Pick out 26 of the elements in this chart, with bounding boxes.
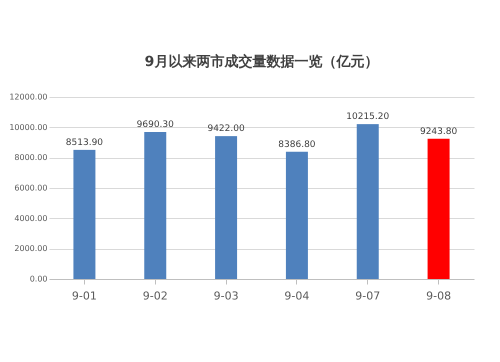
y-tick-label: 0.00 [30, 274, 48, 284]
bar [428, 138, 450, 279]
y-tick-label: 8000.00 [14, 153, 48, 162]
data-label: 9690.30 [136, 120, 174, 130]
data-label: 8386.80 [278, 140, 316, 150]
chart-title: 9月以来两市成交量数据一览（亿元） [144, 53, 378, 70]
x-tick-label: 9-03 [214, 290, 239, 302]
x-tick-label: 9-07 [355, 290, 380, 302]
x-tick-label: 9-01 [72, 290, 97, 302]
y-tick-label: 6000.00 [14, 184, 48, 192]
bar [356, 124, 379, 279]
y-tick-label: 10000.00 [9, 122, 48, 132]
data-label: 10215.20 [346, 112, 390, 122]
x-tick-label: 9-04 [284, 290, 310, 302]
x-tick-label: 9-02 [142, 290, 168, 302]
data-label: 8513.90 [66, 138, 104, 148]
y-tick-label: 12000.00 [9, 92, 48, 102]
y-tick-label: 4000.00 [14, 214, 48, 223]
data-label: 9243.80 [420, 126, 458, 137]
bar [144, 132, 166, 279]
bar [215, 136, 238, 279]
data-label: 9422.00 [207, 124, 245, 134]
y-tick-label: 2000.00 [14, 244, 48, 254]
x-tick-label: 9-08 [426, 290, 452, 302]
bar [73, 150, 96, 279]
bar [286, 152, 308, 279]
